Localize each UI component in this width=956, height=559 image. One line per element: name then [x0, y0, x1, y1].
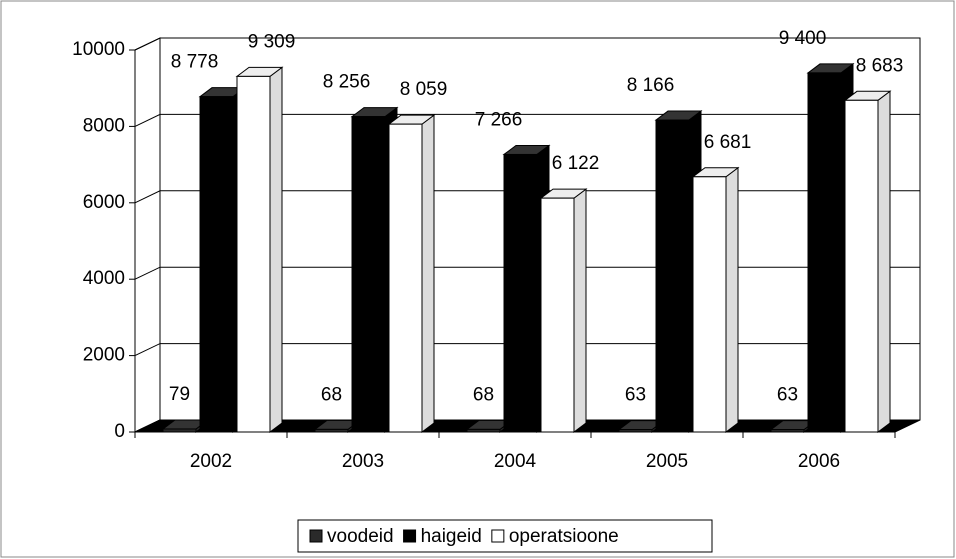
x-tick-label: 2003	[342, 451, 384, 472]
legend-box	[297, 519, 713, 553]
value-label: 8 778	[171, 52, 219, 73]
value-label: 8 166	[627, 75, 675, 96]
x-tick-label: 2006	[798, 451, 840, 472]
value-label: 8 683	[856, 55, 904, 76]
bar-side	[269, 66, 283, 433]
x-tick-label: 2004	[494, 451, 537, 472]
bar-side	[877, 90, 891, 433]
bar-front	[503, 153, 538, 433]
bar-front	[540, 197, 575, 433]
y-tick-label: 8000	[83, 115, 125, 136]
bar-front	[199, 96, 234, 433]
legend-swatch	[491, 529, 505, 543]
bar-side	[421, 114, 435, 433]
bar-front	[655, 119, 690, 433]
bar-side	[725, 166, 739, 433]
x-tick-label: 2002	[190, 451, 232, 472]
value-label: 63	[625, 385, 646, 406]
side-wall	[134, 37, 161, 433]
value-label: 7 266	[475, 109, 523, 130]
value-label: 68	[473, 384, 494, 405]
bar-front	[466, 428, 501, 433]
y-tick-label: 4000	[83, 268, 125, 289]
bar	[235, 66, 284, 433]
bar-front	[770, 429, 805, 433]
value-label: 6 681	[704, 132, 752, 153]
bar	[691, 166, 740, 433]
y-tick-label: 10000	[72, 39, 125, 60]
x-tick-label: 2005	[646, 451, 688, 472]
value-label: 8 256	[323, 72, 371, 93]
bar-front	[692, 176, 727, 433]
y-tick-label: 0	[114, 421, 125, 442]
bar	[387, 114, 436, 433]
value-label: 9 309	[248, 31, 296, 52]
bar-front	[388, 123, 423, 433]
legend-label: haigeid	[421, 526, 482, 547]
bar-front	[236, 75, 271, 433]
bar	[198, 86, 247, 433]
value-label: 63	[777, 385, 798, 406]
bar-front	[807, 72, 842, 433]
value-label: 68	[321, 384, 342, 405]
value-label: 79	[169, 384, 190, 405]
value-label: 8 059	[400, 79, 448, 100]
value-label: 6 122	[552, 153, 600, 174]
bar-front	[618, 429, 653, 433]
value-label: 9 400	[779, 28, 827, 49]
grid-line	[134, 37, 920, 51]
bar-front	[351, 116, 386, 433]
bar-front	[314, 428, 349, 433]
y-tick-label: 2000	[83, 345, 125, 366]
legend-swatch	[403, 529, 417, 543]
legend: voodeid haigeid operatsioone	[297, 519, 713, 553]
bar-front	[844, 99, 879, 433]
y-tick-label: 6000	[83, 192, 125, 213]
legend-swatch	[309, 529, 323, 543]
bar-side	[573, 188, 587, 433]
legend-label: operatsioone	[509, 526, 619, 547]
bar	[539, 188, 588, 433]
bar	[502, 144, 551, 433]
bar	[843, 90, 892, 433]
bar-front	[162, 428, 197, 433]
legend-label: voodeid	[327, 526, 394, 547]
